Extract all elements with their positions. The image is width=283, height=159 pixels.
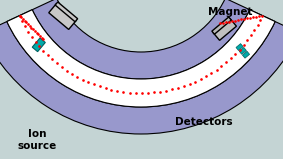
- Wedge shape: [7, 10, 275, 107]
- Polygon shape: [32, 38, 45, 52]
- Polygon shape: [221, 28, 253, 61]
- Polygon shape: [49, 3, 76, 29]
- Polygon shape: [243, 51, 250, 58]
- Polygon shape: [7, 3, 76, 22]
- Wedge shape: [32, 0, 250, 79]
- Polygon shape: [55, 2, 78, 22]
- Wedge shape: [0, 22, 283, 134]
- Polygon shape: [213, 10, 275, 33]
- Text: Ion
source: Ion source: [17, 129, 57, 151]
- Polygon shape: [17, 14, 67, 68]
- Polygon shape: [239, 47, 246, 54]
- Polygon shape: [213, 19, 236, 40]
- Polygon shape: [236, 44, 243, 51]
- Text: Detectors: Detectors: [175, 117, 233, 127]
- Text: Magnet: Magnet: [208, 7, 252, 17]
- Polygon shape: [212, 17, 231, 34]
